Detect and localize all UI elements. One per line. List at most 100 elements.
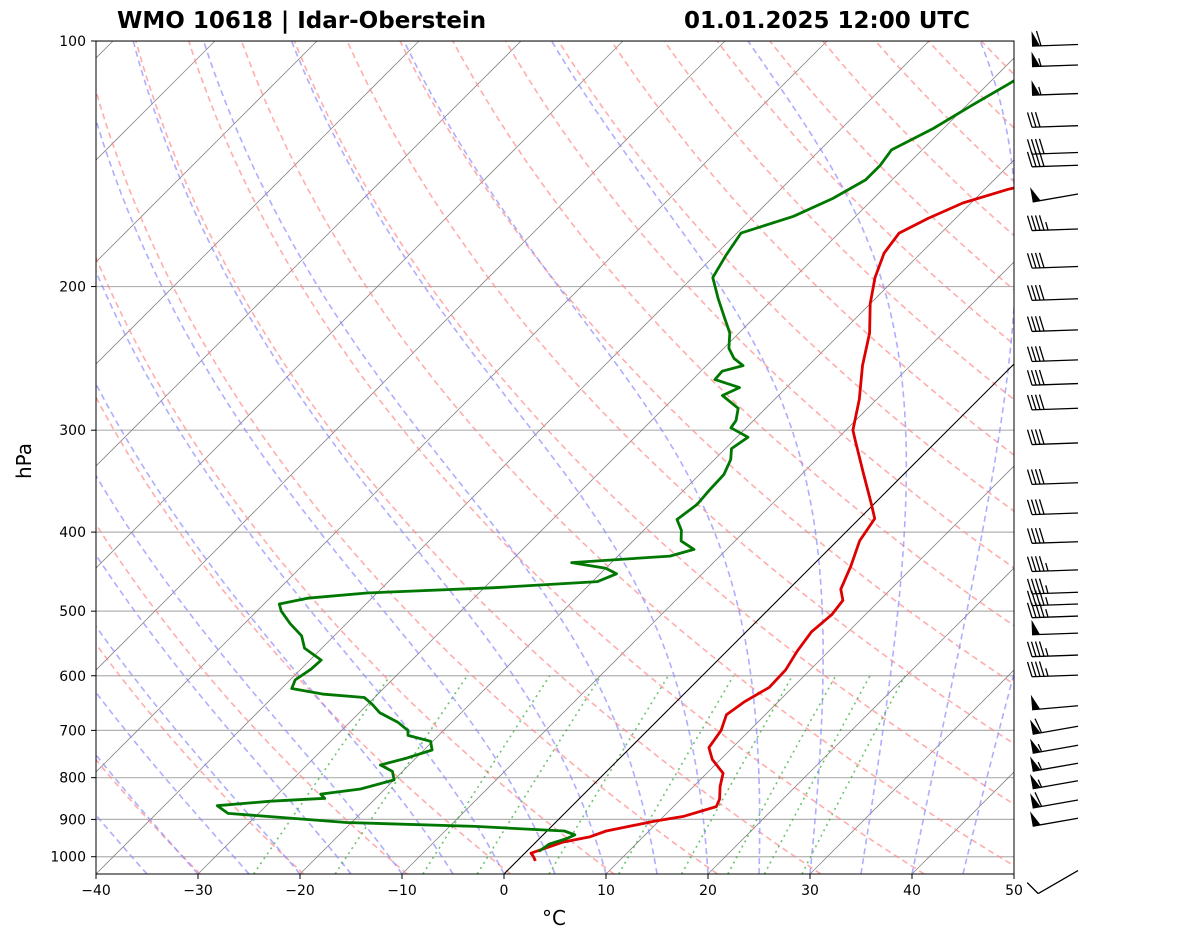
wind-barb-staff xyxy=(1037,870,1079,895)
y-tick-label: 500 xyxy=(59,604,86,620)
isotherm-line xyxy=(96,41,930,874)
dry-adiabat xyxy=(663,41,1014,401)
wind-barb-full xyxy=(1034,469,1041,485)
zero-isotherm-reference-line xyxy=(503,363,1014,874)
wind-barb-staff xyxy=(1032,654,1079,658)
x-tick-label: −30 xyxy=(183,883,213,899)
wind-barb-half xyxy=(1045,648,1049,657)
wind-barb xyxy=(1026,215,1079,232)
x-tick-label: 20 xyxy=(699,883,717,899)
wind-barb-full xyxy=(1030,499,1037,515)
isotherm-line xyxy=(707,567,1014,874)
moist-adiabat xyxy=(132,41,607,874)
wind-barb-full xyxy=(1030,556,1037,572)
wind-barb-staff xyxy=(1032,442,1079,446)
wind-barb-full xyxy=(1038,499,1045,515)
wind-barb xyxy=(1030,773,1079,790)
wind-barb-pennant xyxy=(1031,51,1041,67)
wind-barb-staff xyxy=(1032,674,1079,678)
wind-barb xyxy=(1026,527,1079,544)
moist-adiabat xyxy=(96,691,250,874)
wind-barb-full xyxy=(1034,641,1041,657)
wind-barb xyxy=(1031,51,1079,68)
dry-adiabat xyxy=(96,395,512,874)
wind-barb xyxy=(1026,315,1079,333)
moist-adiabat xyxy=(96,553,352,874)
wind-barb-staff xyxy=(1032,298,1079,301)
wind-barb-staff xyxy=(1032,43,1079,47)
isotherm-line xyxy=(96,41,828,773)
moist-adiabat xyxy=(96,269,505,874)
wind-barb xyxy=(1030,694,1079,711)
wind-barb-full xyxy=(1034,138,1041,155)
wind-barb-full xyxy=(1030,369,1037,386)
wind-barb-pennant xyxy=(1031,619,1041,635)
dry-adiabat xyxy=(874,41,1014,183)
dry-adiabat-lines xyxy=(96,41,1014,874)
wind-barb-full xyxy=(1030,112,1037,128)
moist-adiabat xyxy=(96,117,556,874)
wind-barb xyxy=(1026,252,1079,269)
isotherm-line xyxy=(96,41,624,569)
mixing-ratio-line xyxy=(801,675,906,874)
mixing-ratio-line xyxy=(763,675,871,874)
wind-barb-full xyxy=(1026,346,1033,362)
reference-line xyxy=(503,363,1014,874)
y-tick-label: 400 xyxy=(59,525,86,541)
x-tick-label: 40 xyxy=(903,883,921,899)
wind-barb-full xyxy=(1038,369,1045,385)
wind-barb-full xyxy=(1026,139,1033,155)
wind-barb-full xyxy=(1034,661,1041,677)
y-tick-label: 900 xyxy=(59,812,86,828)
wind-barb-staff xyxy=(1032,725,1079,735)
wind-barb-full xyxy=(1034,215,1041,231)
wind-barb-staff xyxy=(1032,382,1079,386)
wind-barb-full xyxy=(1038,394,1045,410)
dry-adiabat xyxy=(399,41,1014,686)
wind-barb-full xyxy=(1038,315,1045,332)
wind-barb-full xyxy=(1038,215,1045,231)
wind-barb-full xyxy=(1034,394,1041,410)
wind-barb-pennant xyxy=(1030,187,1041,202)
wind-barb xyxy=(1030,811,1079,827)
y-tick-label: 300 xyxy=(59,423,86,439)
dry-adiabat xyxy=(96,255,615,874)
isotherm-line xyxy=(605,465,1014,874)
y-axis-ticks: 1000 900 800 700 600 500 400 300 200 100 xyxy=(50,34,96,866)
wind-barb-full xyxy=(1038,284,1045,301)
wind-barb-full xyxy=(1026,590,1033,606)
wind-barb-full xyxy=(1038,556,1045,572)
isotherm-line xyxy=(1116,41,1181,874)
wind-barb-full xyxy=(1026,469,1033,485)
x-tick-label: −40 xyxy=(81,883,111,899)
wind-barb-full xyxy=(1030,252,1037,269)
mixing-ratio-line xyxy=(727,675,837,874)
isotherm-line xyxy=(299,159,1014,874)
wind-barb-pennant xyxy=(1030,719,1041,735)
wind-barb-staff xyxy=(1032,64,1079,68)
wind-barb-full xyxy=(1026,641,1033,657)
wind-barb-full xyxy=(1034,556,1041,572)
wind-barb-full xyxy=(1038,661,1045,677)
wind-barb-pennant xyxy=(1030,793,1041,808)
wind-barb-full xyxy=(1038,252,1045,268)
wind-barb-full xyxy=(1026,151,1033,168)
wind-barb xyxy=(1026,346,1079,363)
wind-barb-full xyxy=(1026,528,1033,544)
mixing-ratio-line xyxy=(253,675,391,874)
y-tick-label: 200 xyxy=(59,280,86,296)
wind-barb-full xyxy=(1034,718,1043,733)
wind-barb xyxy=(1031,30,1079,47)
wind-barb-staff xyxy=(1032,359,1079,363)
isotherm-line xyxy=(0,41,11,874)
wind-barb-full xyxy=(1035,30,1042,47)
wind-barb-full xyxy=(1030,346,1037,362)
wind-barb-staff xyxy=(1032,603,1079,607)
wind-barb-full xyxy=(1034,528,1041,544)
moist-adiabat-lines xyxy=(96,41,1014,874)
wind-barb-full xyxy=(1030,316,1037,332)
wind-barb-pennant xyxy=(1031,80,1041,96)
wind-barb-full xyxy=(1026,661,1033,677)
wind-barb-half xyxy=(1045,562,1049,572)
